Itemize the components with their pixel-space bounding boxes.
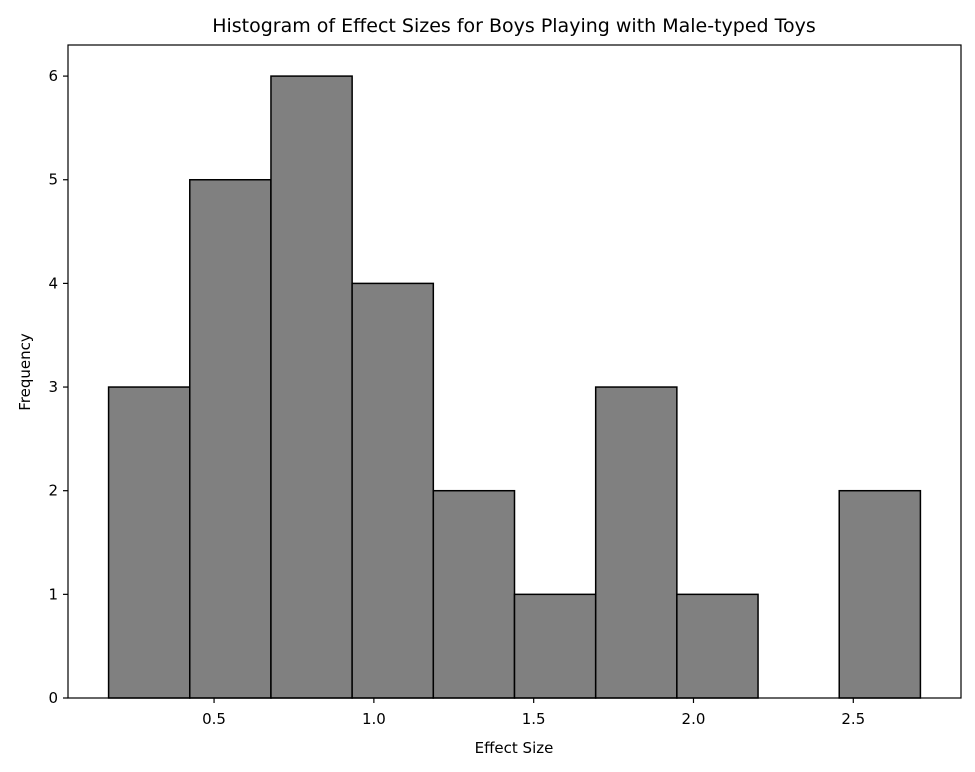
histogram-bar-7 (594, 386, 678, 699)
histogram-bar-8 (676, 593, 759, 699)
y-tick-label: 5 (48, 171, 58, 189)
histogram-bar-4 (351, 282, 435, 699)
x-tick-label: 2.5 (841, 710, 865, 728)
histogram-bar-1 (107, 386, 191, 699)
y-tick-label: 4 (48, 274, 58, 292)
y-tick-label: 0 (48, 689, 58, 707)
y-tick-label: 3 (48, 378, 58, 396)
plot-frame (67, 44, 962, 699)
histogram-bar-3 (270, 75, 353, 699)
x-tick-label: 1.0 (362, 710, 386, 728)
bars-group (107, 75, 922, 699)
y-tick-label: 6 (48, 67, 58, 85)
histogram-bar-5 (432, 489, 516, 699)
x-axis-label: Effect Size (475, 739, 554, 757)
x-tick-label: 1.5 (522, 710, 546, 728)
y-tick-label: 2 (48, 482, 58, 500)
x-tick-label: 2.0 (682, 710, 706, 728)
x-tick-label: 0.5 (202, 710, 226, 728)
histogram-bar-2 (189, 178, 272, 699)
y-axis-ticks: 0 1 2 3 4 5 6 (48, 67, 68, 707)
histogram-bar-6 (513, 593, 597, 699)
x-axis-ticks: 0.5 1.0 1.5 2.0 2.5 (202, 698, 865, 728)
chart-title: Histogram of Effect Sizes for Boys Playi… (212, 15, 816, 37)
y-axis-label: Frequency (16, 333, 34, 411)
histogram-bar-10 (838, 489, 922, 699)
y-tick-label: 1 (48, 585, 58, 603)
